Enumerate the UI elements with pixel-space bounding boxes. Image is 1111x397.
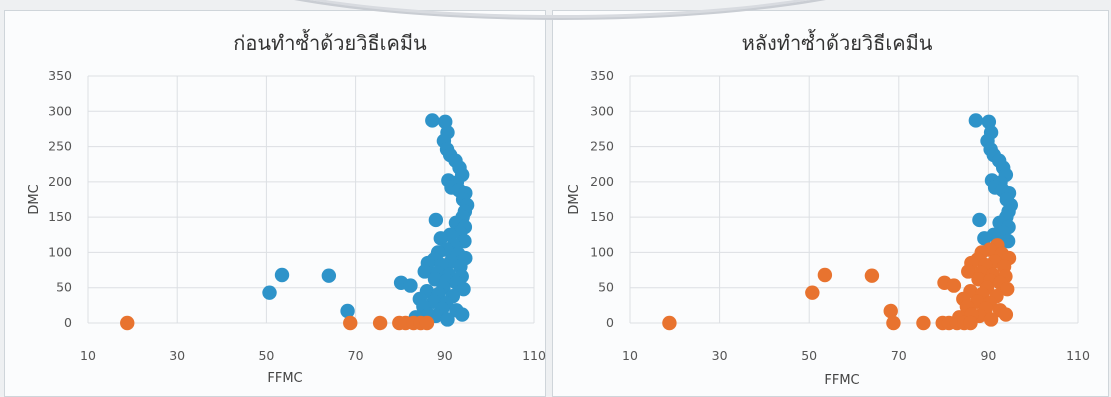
orange-data-point [662,315,677,331]
y-tick-label: 300 [590,103,614,118]
blue-data-point [454,307,470,322]
x-tick-label: 10 [80,348,96,363]
x-tick-label: 90 [980,348,996,363]
orange-data-point [864,268,880,283]
blue-data-point [456,281,471,297]
y-tick-label: 300 [48,103,72,118]
chart-panel-before [4,10,546,397]
orange-data-point [946,278,962,293]
blue-data-point [433,231,448,246]
y-tick-label: 0 [606,315,614,330]
chart-title: ก่อนทำซ้ำด้วยวิธีเคมีน [233,29,427,55]
x-tick-label: 70 [891,348,907,363]
y-tick-label: 0 [64,315,72,330]
blue-data-point [417,264,432,279]
y-tick-label: 100 [590,244,614,259]
blue-data-point [977,231,992,246]
y-tick-label: 250 [590,139,614,154]
chart-title: หลังทำซ้ำด้วยวิธีเคมีน [742,29,933,55]
y-tick-label: 100 [48,244,72,259]
y-axis-label: DMC [567,184,582,214]
x-tick-label: 50 [258,348,274,363]
y-tick-label: 200 [590,174,614,189]
blue-data-point [321,268,337,283]
x-tick-label: 110 [522,348,546,363]
x-tick-label: 10 [622,348,638,363]
orange-data-point [983,312,999,327]
x-tick-label: 50 [801,348,817,363]
y-tick-label: 150 [48,209,72,224]
blue-data-point [440,312,455,327]
blue-data-point [968,113,984,128]
y-tick-label: 200 [48,174,72,189]
x-axis-label: FFMC [824,373,859,388]
blue-data-point [972,212,987,228]
y-tick-label: 50 [598,280,614,295]
orange-data-point [120,315,135,331]
orange-data-point [1000,281,1015,297]
blue-data-point [274,267,290,283]
y-tick-label: 250 [48,139,72,154]
orange-data-point [419,315,435,331]
blue-data-point [425,113,440,128]
x-tick-label: 70 [348,348,364,363]
orange-data-point [961,264,976,279]
x-tick-label: 30 [712,348,728,363]
x-tick-label: 30 [169,348,185,363]
orange-data-point [963,315,978,331]
orange-data-point [886,315,901,331]
y-axis-label: DMC [27,184,42,214]
orange-data-point [817,267,833,283]
y-tick-label: 350 [48,68,72,83]
x-axis-label: FFMC [267,371,302,386]
orange-data-point [343,315,358,331]
orange-data-point [916,315,931,331]
blue-data-point [262,285,277,300]
y-tick-label: 150 [590,209,614,224]
orange-data-point [805,285,820,300]
blue-data-point [403,278,418,293]
y-tick-label: 50 [56,280,72,295]
y-tick-label: 350 [590,68,614,83]
blue-data-point [428,212,444,228]
x-tick-label: 90 [437,348,453,363]
x-tick-label: 110 [1066,348,1090,363]
orange-data-point [998,307,1014,322]
orange-data-point [372,315,388,331]
orange-data-point [883,303,898,319]
blue-data-point [340,303,355,319]
